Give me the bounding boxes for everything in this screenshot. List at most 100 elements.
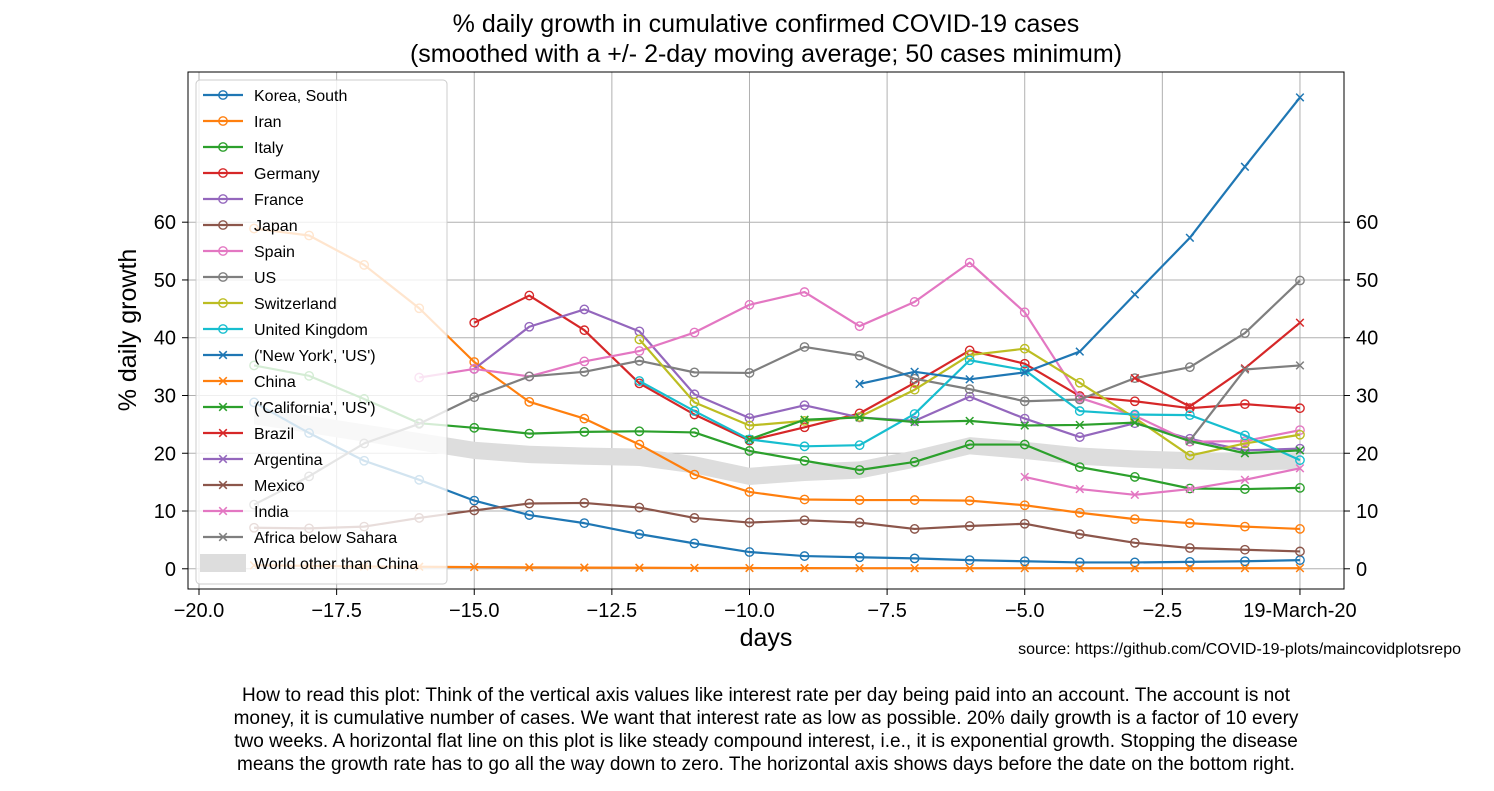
data-point xyxy=(469,364,480,374)
legend-label: Africa below Sahara xyxy=(254,530,397,547)
data-point xyxy=(909,297,920,307)
data-point xyxy=(1295,403,1305,414)
data-point xyxy=(1295,483,1305,493)
data-point xyxy=(1240,563,1250,573)
data-point xyxy=(910,563,919,573)
data-point xyxy=(854,517,865,528)
legend-entry: Japan xyxy=(203,218,298,235)
data-point xyxy=(854,465,865,475)
data-point xyxy=(1019,518,1030,529)
legend-marker xyxy=(218,532,228,542)
legend-entry: Switzerland xyxy=(203,296,337,313)
y-tick-label-left: 0 xyxy=(165,559,176,581)
data-point xyxy=(1240,484,1250,494)
data-point xyxy=(634,346,645,356)
data-point xyxy=(524,563,534,572)
data-point xyxy=(744,299,755,310)
legend-label: Argentina xyxy=(254,452,323,469)
legend-box xyxy=(195,79,448,585)
note-line-2: money, it is cumulative number of cases.… xyxy=(234,708,1299,729)
y-tick-label-right: 20 xyxy=(1356,443,1378,465)
data-point xyxy=(634,529,645,540)
data-point xyxy=(1019,556,1030,567)
y-tick-label-right: 0 xyxy=(1356,559,1367,581)
data-point xyxy=(524,396,535,407)
data-point xyxy=(1295,455,1305,466)
legend-label: United Kingdom xyxy=(254,322,368,339)
legend-label: France xyxy=(254,192,304,209)
data-point xyxy=(1295,546,1305,557)
data-point xyxy=(744,368,755,378)
data-point xyxy=(1074,394,1085,405)
data-point xyxy=(1295,429,1305,440)
data-point xyxy=(800,415,809,425)
legend-label: China xyxy=(254,374,296,391)
data-point xyxy=(909,373,920,384)
data-point xyxy=(1240,399,1250,410)
data-point xyxy=(909,495,920,505)
data-point xyxy=(1129,409,1140,420)
data-point xyxy=(1020,421,1030,430)
data-point xyxy=(964,495,975,506)
legend-marker xyxy=(218,428,228,438)
data-point xyxy=(909,384,920,395)
data-point xyxy=(854,440,865,451)
data-point xyxy=(964,521,975,531)
legend-marker xyxy=(218,454,228,464)
legend-label: India xyxy=(254,504,289,521)
data-point xyxy=(1295,463,1305,473)
legend-entry: Italy xyxy=(203,140,283,157)
series-line xyxy=(638,338,1301,457)
data-point xyxy=(744,517,755,528)
data-point xyxy=(524,428,535,439)
data-point xyxy=(469,505,480,516)
data-point xyxy=(634,334,645,345)
chart-title-line-2: (smoothed with a +/- 2-day moving averag… xyxy=(410,40,1122,68)
y-tick-label-right: 50 xyxy=(1356,270,1378,292)
data-point xyxy=(910,417,919,427)
data-point xyxy=(1019,358,1030,369)
y-tick-label-right: 60 xyxy=(1356,212,1378,234)
data-point xyxy=(524,510,535,520)
data-point xyxy=(1240,445,1250,456)
data-point xyxy=(1020,472,1030,482)
legend-entry: China xyxy=(203,374,296,391)
y-tick-label-left: 20 xyxy=(154,443,176,465)
legend-label: Spain xyxy=(254,244,295,261)
data-point xyxy=(1074,406,1085,416)
data-point xyxy=(1184,556,1195,567)
data-point xyxy=(799,400,810,411)
x-tick-label: −10.0 xyxy=(724,600,775,622)
y-axis-label: % daily growth xyxy=(114,249,142,412)
data-point xyxy=(1295,93,1305,102)
data-point xyxy=(524,290,535,301)
data-point xyxy=(964,355,975,366)
data-point xyxy=(634,502,645,513)
data-point xyxy=(690,563,699,573)
data-point xyxy=(1075,484,1085,494)
legend-label: Switzerland xyxy=(254,296,337,313)
data-point xyxy=(1129,557,1140,568)
y-tick-label-right: 30 xyxy=(1356,385,1378,407)
tick-layer: −20.0 −17.5 −15.0 −12.5 −10.0 −7.5 −5.0 −2.5 19-… xyxy=(154,212,1379,622)
data-point xyxy=(579,413,590,424)
data-point xyxy=(1240,544,1250,555)
data-point xyxy=(689,367,700,378)
data-point xyxy=(964,257,975,268)
data-point xyxy=(1185,233,1195,243)
data-point xyxy=(634,439,645,450)
data-point xyxy=(964,555,975,566)
data-point xyxy=(634,426,645,437)
y-tick-label-left: 10 xyxy=(154,501,176,523)
series-line xyxy=(1024,467,1301,496)
data-point xyxy=(854,350,865,361)
data-point xyxy=(634,376,645,386)
data-point xyxy=(745,563,754,573)
data-point xyxy=(1184,518,1195,529)
legend-entry: France xyxy=(203,192,304,209)
data-point xyxy=(1130,563,1140,573)
data-point xyxy=(799,515,810,526)
legend-label: World other than China xyxy=(254,556,418,573)
data-point xyxy=(1130,418,1140,427)
legend-entry: US xyxy=(203,270,276,287)
